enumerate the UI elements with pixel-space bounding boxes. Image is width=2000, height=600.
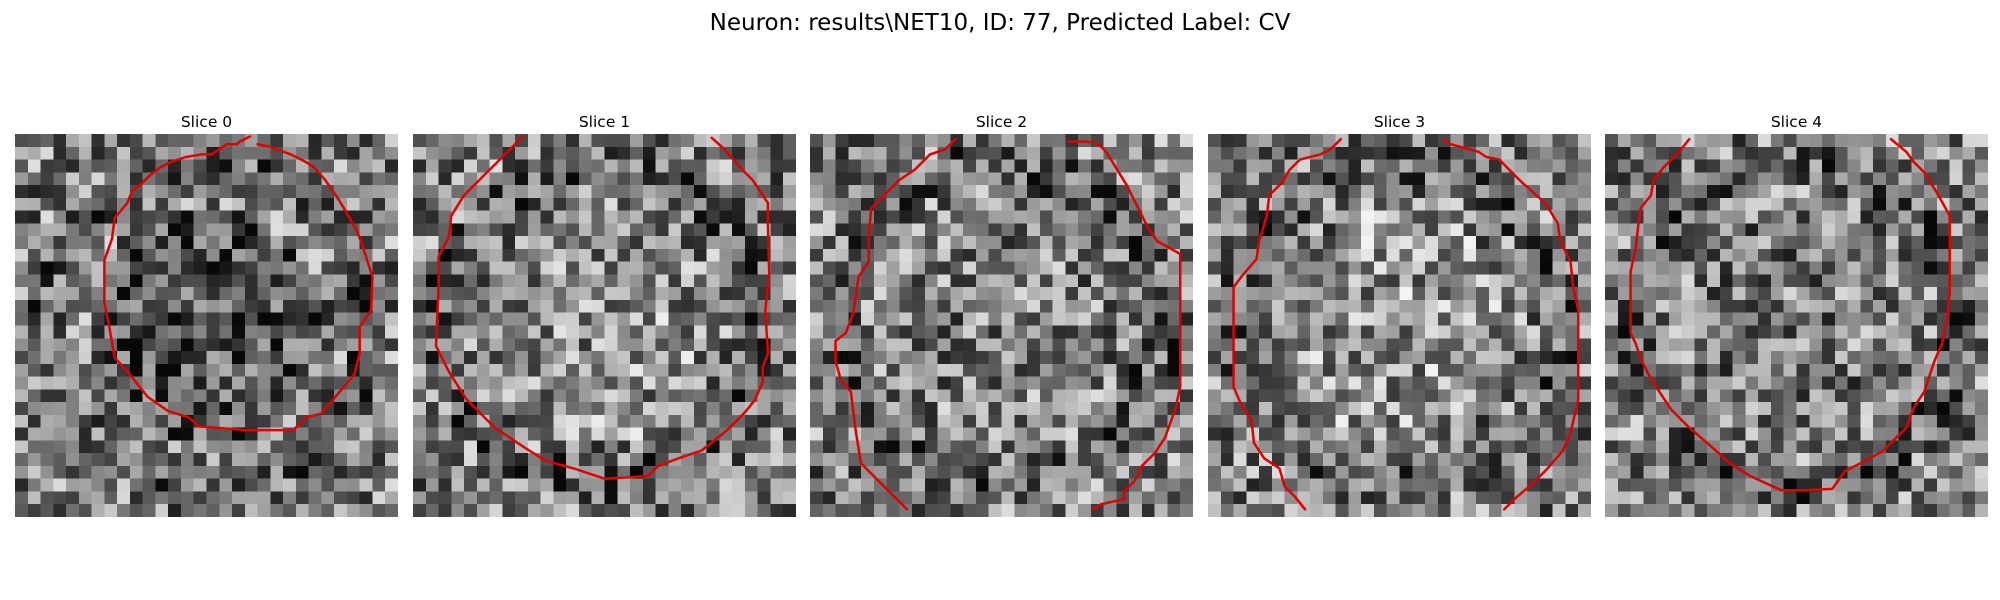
- slice-panel-4: Slice 4: [1605, 112, 1988, 517]
- segmentation-contour: [436, 137, 769, 479]
- segmentation-contour: [1068, 142, 1180, 510]
- slice-image-2: [810, 134, 1193, 517]
- figure-title: Neuron: results\NET10, ID: 77, Predicted…: [709, 10, 1291, 36]
- slice-panel-0: Slice 0: [15, 112, 398, 517]
- slice-title: Slice 2: [975, 113, 1028, 131]
- slice-panel-2: Slice 2: [810, 112, 1193, 517]
- slice-image-1: [413, 134, 796, 517]
- slice-panel-3: Slice 3: [1208, 112, 1591, 517]
- slice-title: Slice 1: [578, 113, 631, 131]
- segmentation-contour: [104, 137, 372, 431]
- segmentation-contour: [1443, 139, 1578, 509]
- slice-title: Slice 0: [180, 113, 233, 131]
- segmentation-contour: [1631, 139, 1950, 490]
- slice-panel-1: Slice 1: [413, 112, 796, 517]
- segmentation-contour: [1234, 139, 1341, 509]
- slice-title: Slice 3: [1373, 113, 1426, 131]
- segmentation-contour: [836, 139, 956, 509]
- slice-image-0: [15, 134, 398, 517]
- slice-title: Slice 4: [1770, 113, 1823, 131]
- slice-image-3: [1208, 134, 1591, 517]
- slice-image-4: [1605, 134, 1988, 517]
